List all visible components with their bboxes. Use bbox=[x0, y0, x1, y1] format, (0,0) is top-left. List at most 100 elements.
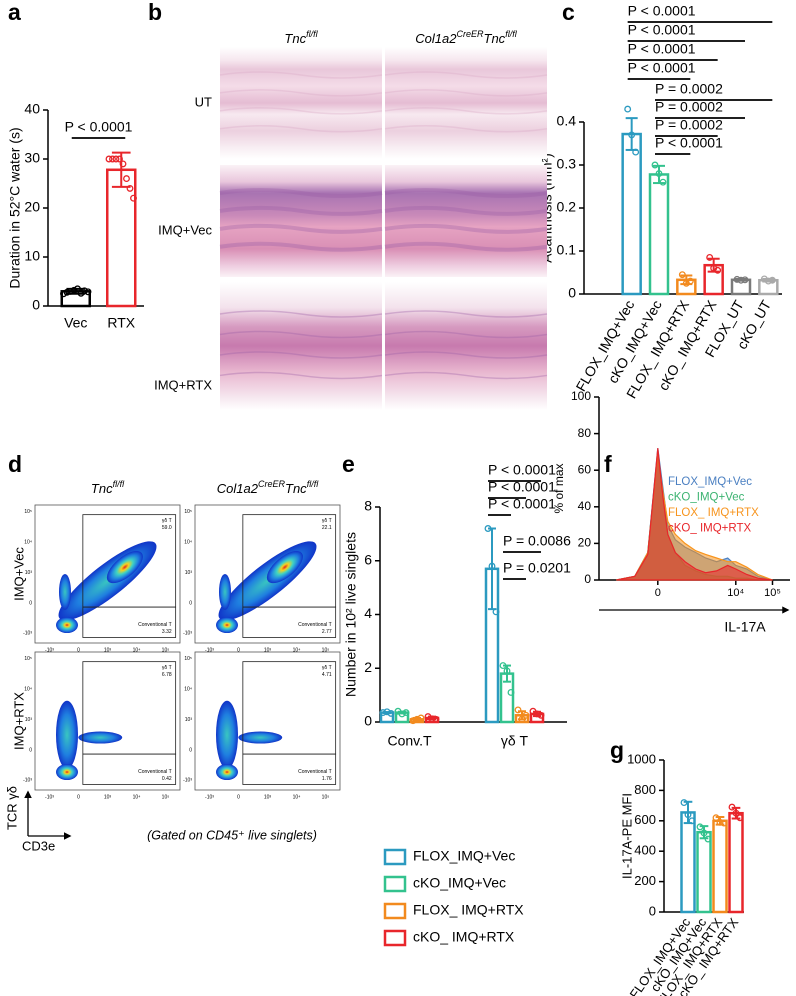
data-point bbox=[67, 287, 74, 295]
panel-letter: e bbox=[342, 451, 355, 477]
data-point bbox=[728, 803, 736, 811]
flow-x-tick-label: 10³ bbox=[264, 794, 272, 800]
gate-name: γδ T bbox=[162, 518, 172, 524]
flow-y-axis-label: TCR γδ bbox=[4, 786, 19, 830]
tissue-texture bbox=[384, 71, 548, 79]
data-point bbox=[522, 711, 530, 719]
flow-x-tick-label: 10⁵ bbox=[322, 794, 330, 800]
data-point bbox=[81, 287, 88, 295]
data-point bbox=[70, 286, 78, 294]
population bbox=[106, 551, 143, 584]
header-text: Tnc bbox=[285, 481, 307, 496]
gate-value: 3.32 bbox=[162, 629, 172, 635]
data-point bbox=[696, 823, 704, 831]
x-tick-label: Conv.T bbox=[387, 733, 432, 749]
flow-y-tick-label: 10⁴ bbox=[24, 687, 32, 693]
row-label: IMQ+RTX bbox=[154, 377, 212, 392]
legend-label: FLOX_IMQ+Vec bbox=[413, 848, 515, 864]
column-header: Col1a2CreERTncfl/fl bbox=[415, 29, 517, 46]
comparison-label: P < 0.0001 bbox=[628, 60, 696, 76]
data-point bbox=[432, 715, 440, 723]
y-axis-label: IL-17A-PE MFI bbox=[619, 793, 634, 879]
gate-value: 6.78 bbox=[162, 672, 172, 678]
data-point bbox=[712, 814, 720, 822]
data-point bbox=[537, 711, 545, 719]
tissue-texture bbox=[219, 107, 383, 115]
comparison-label: P < 0.0001 bbox=[488, 479, 556, 495]
y-tick-label: 60 bbox=[578, 462, 592, 476]
data-point bbox=[704, 835, 712, 843]
flow-y-tick-label: 10³ bbox=[25, 717, 33, 723]
data-point bbox=[680, 799, 688, 807]
tissue-texture bbox=[384, 188, 548, 198]
bar bbox=[696, 830, 712, 914]
y-tick-label: 100 bbox=[571, 389, 591, 403]
data-point bbox=[684, 811, 692, 819]
row-label: IMQ+RTX bbox=[11, 692, 26, 750]
gate-value: 1.76 bbox=[322, 776, 332, 782]
flow-x-tick-label: 10⁵ bbox=[162, 794, 170, 800]
legend-label: FLOX_ IMQ+RTX bbox=[413, 902, 524, 918]
y-tick-label: 4 bbox=[364, 605, 372, 621]
tissue-texture bbox=[384, 241, 548, 252]
tissue-texture bbox=[219, 310, 383, 318]
population bbox=[56, 617, 78, 634]
tissue-texture bbox=[219, 371, 383, 380]
population bbox=[266, 551, 303, 584]
x-tick-label: γδ T bbox=[501, 733, 529, 749]
gate bbox=[242, 753, 337, 785]
header-sup: fl/fl bbox=[306, 29, 319, 39]
column-header: Tncfl/fl bbox=[284, 29, 318, 46]
data-point bbox=[624, 105, 632, 113]
panel-letter: a bbox=[8, 0, 21, 25]
data-point bbox=[84, 288, 92, 296]
data-point bbox=[764, 277, 772, 285]
tissue-texture bbox=[384, 89, 548, 97]
tissue-texture bbox=[384, 107, 548, 115]
data-point bbox=[741, 276, 749, 284]
flow-y-tick-label: 10⁵ bbox=[24, 656, 32, 662]
flow-y-tick-label: 10³ bbox=[185, 717, 193, 723]
histology-image bbox=[385, 282, 547, 410]
y-tick-label: 0 bbox=[568, 285, 576, 301]
data-point bbox=[379, 709, 387, 717]
legend-label: FLOX_IMQ+Vec bbox=[668, 476, 752, 488]
flow-x-tick-label: 10³ bbox=[104, 794, 112, 800]
data-point bbox=[499, 662, 507, 670]
x-tick-label: 10⁴ bbox=[727, 587, 744, 599]
tissue-texture bbox=[384, 351, 548, 359]
flow-note: (Gated on CD45⁺ live singlets) bbox=[147, 828, 317, 842]
y-tick-label: 200 bbox=[634, 873, 656, 888]
data-point bbox=[126, 184, 134, 192]
legend-label: cKO_IMQ+Vec bbox=[668, 492, 745, 504]
flow-y-tick-label: -10³ bbox=[23, 631, 32, 637]
bar bbox=[680, 811, 696, 914]
panel-letter: c bbox=[562, 0, 575, 25]
flow-y-tick-label: 10⁵ bbox=[184, 509, 192, 515]
data-point bbox=[518, 715, 526, 723]
data-point bbox=[700, 829, 708, 837]
y-axis-label: Duration in 52°C water (s) bbox=[7, 127, 23, 288]
y-tick-label: 0.3 bbox=[557, 156, 577, 172]
legend-label: cKO_ IMQ+RTX bbox=[413, 929, 515, 945]
header-sup: fl/fl bbox=[113, 479, 126, 489]
header-text: Tnc bbox=[484, 31, 506, 46]
tissue-texture bbox=[384, 330, 548, 339]
flow-x-tick-label: 10³ bbox=[264, 647, 272, 653]
gate-name: γδ T bbox=[162, 665, 172, 671]
gate bbox=[242, 606, 337, 638]
y-tick-label: 6 bbox=[364, 551, 372, 567]
population bbox=[78, 731, 123, 744]
flow-x-tick-label: -10³ bbox=[45, 647, 54, 653]
tissue-texture bbox=[219, 188, 383, 198]
legend-swatch bbox=[383, 902, 407, 920]
data-point bbox=[714, 266, 722, 274]
y-tick-label: 0 bbox=[649, 903, 656, 918]
data-point bbox=[105, 155, 113, 163]
data-point bbox=[488, 562, 496, 570]
histology-image bbox=[385, 165, 547, 277]
row-label: IMQ+Vec bbox=[11, 547, 26, 601]
comparison-label: P < 0.0001 bbox=[488, 496, 556, 512]
comparison-label: P < 0.0001 bbox=[628, 41, 696, 57]
y-tick-label: 8 bbox=[364, 498, 372, 514]
